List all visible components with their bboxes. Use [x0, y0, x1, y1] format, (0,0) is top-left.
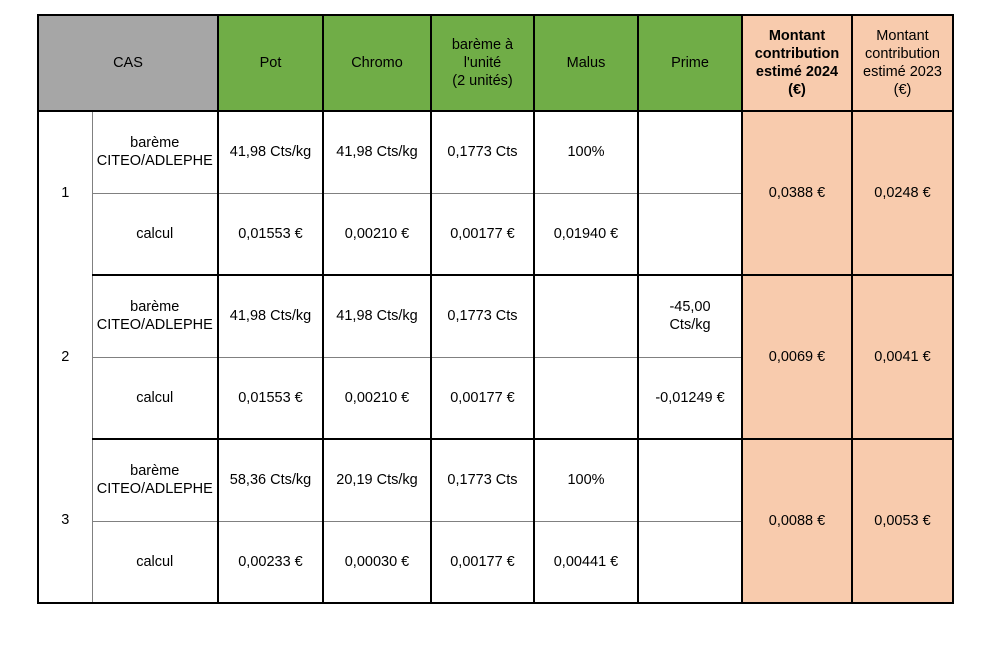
cell-montant-2024: 0,0388 €	[741, 111, 852, 276]
row-label-bareme: barème CITEO/ADLEPHE	[91, 439, 218, 522]
cell-chromo-bareme: 20,19 Cts/kg	[322, 439, 431, 522]
cell-pot-calcul: 0,01553 €	[217, 193, 323, 276]
case2-calcul-row: calcul 0,01553 € 0,00210 € 0,00177 € -0,…	[38, 357, 953, 440]
header-cell-cas: CAS	[38, 15, 218, 112]
cell-montant-2023: 0,0041 €	[851, 275, 953, 440]
case-number: 3	[61, 512, 70, 529]
cell-malus-bareme	[533, 275, 638, 358]
header-cell-montant-2024: Montant contribution estimé 2024 (€)	[741, 15, 852, 112]
cell-bareme-unite-calcul: 0,00177 €	[430, 357, 534, 440]
cell-bareme-unite-calcul: 0,00177 €	[430, 193, 534, 276]
header-cell-pot: Pot	[217, 15, 323, 112]
cell-malus-bareme: 100%	[533, 439, 638, 522]
cell-montant-2023: 0,0248 €	[851, 111, 953, 276]
header-cell-prime: Prime	[637, 15, 742, 112]
contribution-table: CAS Pot Chromo barème à l'unité (2 unité…	[37, 14, 954, 604]
cell-chromo-bareme: 41,98 Cts/kg	[322, 275, 431, 358]
cell-pot-bareme: 41,98 Cts/kg	[217, 111, 323, 194]
row-label-calcul: calcul	[91, 357, 218, 440]
cell-pot-calcul: 0,00233 €	[217, 521, 323, 604]
cell-bareme-unite-bareme: 0,1773 Cts	[430, 275, 534, 358]
row-label-bareme: barème CITEO/ADLEPHE	[91, 111, 218, 194]
cell-prime-calcul: -0,01249 €	[637, 357, 742, 440]
cell-chromo-calcul: 0,00210 €	[322, 193, 431, 276]
cell-pot-calcul: 0,01553 €	[217, 357, 323, 440]
cell-chromo-calcul: 0,00210 €	[322, 357, 431, 440]
cell-malus-bareme: 100%	[533, 111, 638, 194]
cell-prime-calcul	[637, 193, 742, 276]
cell-prime-calcul	[637, 521, 742, 604]
cell-bareme-unite-calcul: 0,00177 €	[430, 521, 534, 604]
row-label-bareme: barème CITEO/ADLEPHE	[91, 275, 218, 358]
header-cell-bareme-unite: barème à l'unité (2 unités)	[430, 15, 534, 112]
cell-malus-calcul: 0,00441 €	[533, 521, 638, 604]
cell-montant-2024: 0,0088 €	[741, 439, 852, 604]
cell-bareme-unite-bareme: 0,1773 Cts	[430, 439, 534, 522]
cell-chromo-bareme: 41,98 Cts/kg	[322, 111, 431, 194]
cell-malus-calcul	[533, 357, 638, 440]
row-label-calcul: calcul	[91, 521, 218, 604]
case-number: 1	[61, 185, 70, 202]
cell-prime-bareme	[637, 111, 742, 194]
cell-malus-calcul: 0,01940 €	[533, 193, 638, 276]
header-row: CAS Pot Chromo barème à l'unité (2 unité…	[38, 15, 953, 112]
case3-bareme-row: 3 barème CITEO/ADLEPHE 58,36 Cts/kg 20,1…	[38, 439, 953, 604]
cell-pot-bareme: 41,98 Cts/kg	[217, 275, 323, 358]
cell-bareme-unite-bareme: 0,1773 Cts	[430, 111, 534, 194]
case2-bareme-row: 2 barème CITEO/ADLEPHE 41,98 Cts/kg 41,9…	[38, 275, 953, 440]
case3-calcul-row: calcul 0,00233 € 0,00030 € 0,00177 € 0,0…	[38, 521, 953, 604]
cell-prime-bareme: -45,00 Cts/kg	[637, 275, 742, 358]
header-cell-montant-2023: Montant contribution estimé 2023 (€)	[851, 15, 953, 112]
cell-montant-2024: 0,0069 €	[741, 275, 852, 440]
cell-chromo-calcul: 0,00030 €	[322, 521, 431, 604]
row-label-calcul: calcul	[91, 193, 218, 276]
header-cell-chromo: Chromo	[322, 15, 431, 112]
case-number: 2	[61, 348, 70, 365]
cell-pot-bareme: 58,36 Cts/kg	[217, 439, 323, 522]
cell-prime-bareme	[637, 439, 742, 522]
case1-bareme-row: 1 barème CITEO/ADLEPHE 41,98 Cts/kg 41,9…	[38, 111, 953, 276]
cell-montant-2023: 0,0053 €	[851, 439, 953, 604]
case1-calcul-row: calcul 0,01553 € 0,00210 € 0,00177 € 0,0…	[38, 193, 953, 276]
header-cell-malus: Malus	[533, 15, 638, 112]
